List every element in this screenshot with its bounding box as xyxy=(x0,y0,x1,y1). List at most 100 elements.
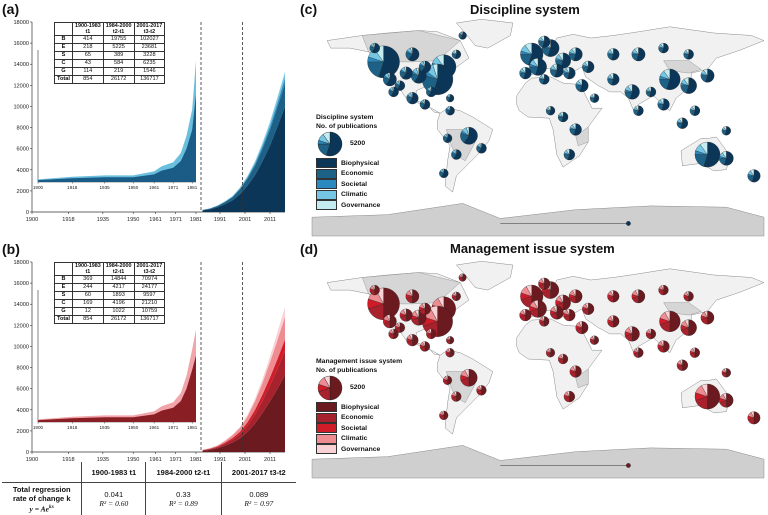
legend-item: Governance xyxy=(316,444,402,455)
map-pie xyxy=(582,303,594,315)
map-pie xyxy=(459,32,467,40)
table-cell: 1546 xyxy=(134,68,165,76)
table-cell: 19755 xyxy=(103,36,134,44)
table-header xyxy=(55,263,73,276)
legend-size-label: 5200 xyxy=(350,140,365,147)
legend-item: Governance xyxy=(316,200,380,211)
legend-swatch xyxy=(316,402,337,412)
table-cell: 169 xyxy=(72,300,103,308)
map-pie xyxy=(538,278,550,290)
continent-shape xyxy=(517,77,602,167)
map-pie xyxy=(607,290,619,302)
map-pie xyxy=(695,384,720,409)
table-cell: 584 xyxy=(103,60,134,68)
inset-x-tick-label: 1900 xyxy=(33,425,44,430)
map-pie xyxy=(370,285,380,295)
legend-discipline: Discipline system No. of publications 52… xyxy=(316,113,380,211)
map-pie xyxy=(607,316,619,328)
table-cell: 218 xyxy=(72,44,103,52)
inset-x-tick-label: 1950 xyxy=(128,185,139,190)
panel-a-label: (a) xyxy=(2,1,19,17)
table-cell: Total xyxy=(55,316,73,324)
table-cell: E xyxy=(55,44,73,52)
legend-label: Governance xyxy=(341,446,380,453)
legend-label: Economic xyxy=(341,414,373,421)
map-pie xyxy=(452,292,461,301)
map-pie xyxy=(451,150,461,160)
legend-subtitle: No. of publications xyxy=(316,366,402,375)
map-pie xyxy=(569,290,582,303)
panel-d-label: (d) xyxy=(300,241,318,257)
map-pie xyxy=(677,360,688,371)
map-pie xyxy=(460,369,477,386)
map-pie xyxy=(564,391,575,402)
inset-x-tick-label: 1981 xyxy=(187,425,198,430)
table-cell: B xyxy=(55,276,73,284)
map-pie xyxy=(684,291,694,301)
map-pie xyxy=(446,106,455,115)
y-tick-label: 6000 xyxy=(17,387,29,393)
table-cell: 3228 xyxy=(134,52,165,60)
map-pie xyxy=(659,311,680,332)
map-pie xyxy=(420,99,430,109)
antarctic-pie xyxy=(626,221,630,225)
k-value: 0.089 xyxy=(224,490,294,499)
map-pie xyxy=(701,311,714,324)
inset-area-biophysical xyxy=(38,356,196,423)
table-cell: 4217 xyxy=(103,284,134,292)
map-pie xyxy=(550,306,563,319)
table-cell: G xyxy=(55,308,73,316)
y-tick-label: 16000 xyxy=(13,41,29,47)
x-tick-label: 1991 xyxy=(214,217,226,223)
map-pie xyxy=(407,92,419,104)
map-pie xyxy=(406,48,419,61)
map-pie xyxy=(460,127,477,144)
y-tick-label: 0 xyxy=(26,210,29,216)
y-tick-label: 10000 xyxy=(13,344,29,350)
map-pie xyxy=(748,412,760,425)
legend-item: Economic xyxy=(316,413,402,424)
table-cell: G xyxy=(55,68,73,76)
x-tick-label: 1971 xyxy=(169,217,181,223)
map-pie xyxy=(582,61,594,73)
r2-value: R² = 0.89 xyxy=(148,499,218,508)
table-cell: 219 xyxy=(103,68,134,76)
x-tick-label: 1981 xyxy=(190,217,202,223)
legend-swatch xyxy=(316,190,337,200)
inset-x-tick-label: 1981 xyxy=(187,185,198,190)
y-tick-label: 12000 xyxy=(13,323,29,329)
legend-swatch xyxy=(316,158,337,168)
regression-cell-t1: 0.041 R² = 0.60 xyxy=(82,483,146,515)
legend-item: Biophysical xyxy=(316,402,402,413)
legend-pie-slice xyxy=(330,376,342,400)
y-tick-label: 0 xyxy=(26,450,29,456)
pie-slice xyxy=(582,321,588,334)
map-pie xyxy=(539,74,549,84)
map-pie xyxy=(719,393,733,407)
map-pie xyxy=(477,385,487,395)
x-tick-label: 2011 xyxy=(264,217,276,223)
table-cell: 136717 xyxy=(134,76,165,84)
map-pie xyxy=(722,126,731,135)
map-pie xyxy=(633,106,643,116)
antarctic-pie xyxy=(626,463,630,467)
row-label-line2: rate of change k xyxy=(4,494,79,503)
pie-slice xyxy=(726,393,733,407)
table-cell: 1893 xyxy=(103,292,134,300)
y-tick-label: 18000 xyxy=(13,20,29,26)
map-pie xyxy=(389,87,399,97)
table-cell: 26172 xyxy=(103,316,134,324)
map-pie xyxy=(520,67,532,79)
map-pie xyxy=(632,290,645,303)
legend-swatch xyxy=(316,423,337,433)
map-pie xyxy=(370,43,380,53)
legend-label: Societal xyxy=(341,425,367,432)
table-cell: 12 xyxy=(72,308,103,316)
